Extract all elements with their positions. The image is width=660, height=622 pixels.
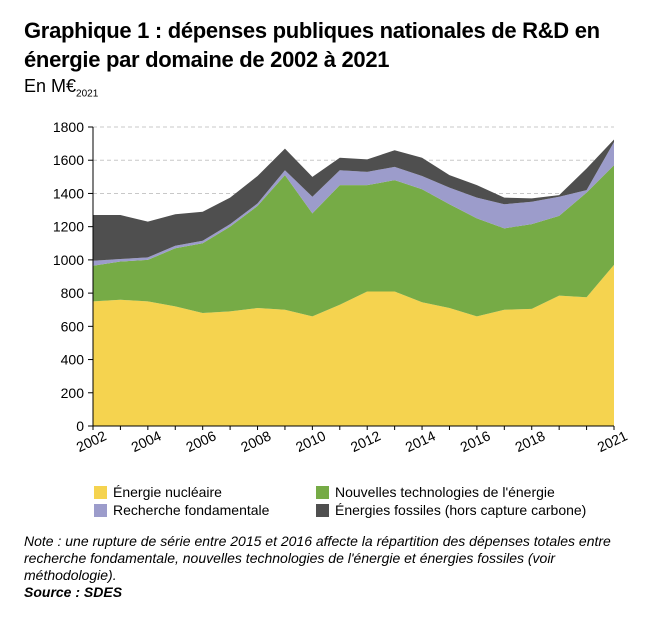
y-axis-ticks: 0 200 400 600 800 1000 1200 1400 1600 1800 [53, 119, 93, 434]
x-tick-label-2016: 2016 [458, 427, 493, 455]
legend-swatch-nuclear [94, 485, 107, 499]
note-text: une rupture de série entre 2015 et 2016 … [24, 533, 611, 583]
y-tick-label-1000: 1000 [53, 252, 84, 268]
x-tick-label-2014: 2014 [403, 427, 438, 455]
axes [92, 127, 614, 427]
unit-label: En M€2021 [24, 76, 98, 100]
legend-swatch-fundamental [94, 503, 107, 517]
x-axis-ticks: 2002 2004 2006 2008 2010 2012 2014 2016 2018 2021 [74, 426, 630, 455]
area-series-1 [93, 165, 614, 317]
y-tick-label-1200: 1200 [53, 219, 84, 235]
chart-title: Graphique 1 : dépenses publiques nationa… [24, 18, 600, 72]
legend-swatch-fossil [316, 503, 329, 517]
x-tick-label-2010: 2010 [293, 427, 328, 455]
areas [93, 139, 614, 426]
legend-item-fossil: Énergies fossiles (hors capture carbone) [316, 502, 586, 518]
y-tick-label-1600: 1600 [53, 152, 84, 168]
source-text: SDES [83, 584, 123, 600]
y-tick-label-400: 400 [61, 352, 85, 368]
area-series-0 [93, 264, 614, 426]
legend-item-fundamental: Recherche fondamentale [94, 502, 269, 518]
unit-subscript: 2021 [76, 88, 99, 100]
legend-item-nuclear: Énergie nucléaire [94, 484, 222, 500]
y-tick-label-800: 800 [61, 285, 85, 301]
legend-swatch-new-tech [316, 485, 329, 499]
legend-label-new-tech: Nouvelles technologies de l'énergie [335, 484, 555, 500]
legend-label-nuclear: Énergie nucléaire [113, 484, 222, 500]
legend-item-new-tech: Nouvelles technologies de l'énergie [316, 484, 555, 500]
x-tick-label-2008: 2008 [238, 427, 273, 455]
x-tick-label-2012: 2012 [348, 427, 383, 455]
x-tick-label-2006: 2006 [183, 427, 218, 455]
x-tick-label-2004: 2004 [129, 427, 164, 455]
y-tick-label-1800: 1800 [53, 119, 84, 135]
legend-label-fossil: Énergies fossiles (hors capture carbone) [335, 502, 587, 518]
y-tick-label-1400: 1400 [53, 185, 84, 201]
source-label: Source : [24, 584, 81, 600]
y-tick-label-200: 200 [61, 385, 85, 401]
note-label: Note : [24, 533, 62, 549]
area-series-3 [93, 139, 614, 261]
unit-text: En M€ [24, 76, 77, 96]
x-tick-label-2021: 2021 [595, 427, 630, 455]
y-tick-label-600: 600 [61, 318, 85, 334]
x-tick-label-2018: 2018 [513, 427, 548, 455]
y-tick-label-0: 0 [76, 418, 84, 434]
note: Note : une rupture de série entre 2015 e… [24, 533, 644, 601]
legend-label-fundamental: Recherche fondamentale [113, 502, 270, 518]
area-series-2 [93, 141, 614, 266]
